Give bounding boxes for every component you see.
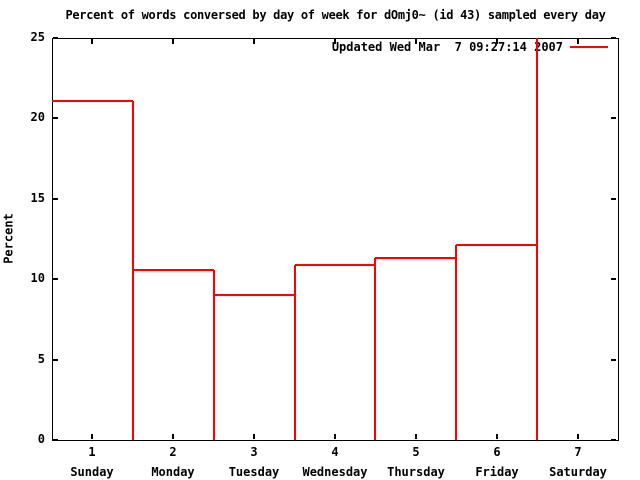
x-tick-mark-top: [577, 39, 579, 44]
y-tick-mark: [53, 117, 58, 119]
day-label: Tuesday: [228, 465, 280, 479]
step-segment-vertical: [536, 38, 538, 440]
y-tick-label: 25: [30, 30, 45, 44]
y-tick-mark-right: [611, 37, 616, 39]
y-tick-label: 10: [30, 271, 45, 285]
y-tick-mark-right: [611, 278, 616, 280]
day-label: Monday: [151, 465, 195, 479]
y-tick-mark-right: [611, 439, 616, 441]
x-tick-mark: [496, 434, 498, 439]
y-tick-label: 0: [37, 432, 45, 446]
y-tick-mark: [53, 359, 58, 361]
y-tick-label: 5: [37, 352, 45, 366]
step-segment-vertical: [213, 270, 215, 440]
day-label: Friday: [475, 465, 519, 479]
x-tick-mark-top: [334, 39, 336, 44]
y-tick-mark: [53, 198, 58, 200]
x-tick-label: 4: [331, 445, 339, 459]
x-tick-mark: [415, 434, 417, 439]
x-tick-mark: [253, 434, 255, 439]
y-tick-mark: [53, 439, 58, 441]
step-segment-vertical: [294, 265, 296, 440]
y-tick-label: 20: [30, 110, 45, 124]
step-segment-horizontal: [375, 257, 456, 259]
x-tick-label: 3: [250, 445, 258, 459]
step-segment-vertical: [455, 245, 457, 440]
step-segment-horizontal: [214, 294, 295, 296]
x-tick-mark: [334, 434, 336, 439]
x-tick-label: 7: [574, 445, 582, 459]
step-segment-vertical: [374, 258, 376, 440]
step-segment-horizontal: [52, 100, 133, 102]
x-tick-label: 6: [493, 445, 501, 459]
day-label: Sunday: [70, 465, 114, 479]
step-segment-horizontal: [456, 244, 537, 246]
step-segment-vertical: [132, 101, 134, 440]
day-label: Thursday: [387, 465, 445, 479]
x-tick-mark-top: [91, 39, 93, 44]
y-tick-mark-right: [611, 198, 616, 200]
chart-title: Percent of words conversed by day of wee…: [65, 8, 606, 22]
x-tick-mark: [577, 434, 579, 439]
x-tick-label: 1: [88, 445, 96, 459]
y-tick-mark: [53, 278, 58, 280]
step-segment-horizontal: [295, 264, 375, 266]
y-tick-label: 15: [30, 191, 45, 205]
x-tick-mark: [91, 434, 93, 439]
y-tick-mark-right: [611, 359, 616, 361]
legend-line-sample-icon: [570, 46, 608, 48]
x-tick-label: 5: [412, 445, 420, 459]
x-tick-label: 2: [169, 445, 177, 459]
day-label: Wednesday: [302, 465, 368, 479]
y-tick-mark: [53, 37, 58, 39]
step-segment-horizontal: [133, 269, 214, 271]
day-label: Saturday: [549, 465, 607, 479]
x-tick-mark-top: [496, 39, 498, 44]
x-tick-mark: [172, 434, 174, 439]
x-tick-mark-top: [253, 39, 255, 44]
plot-border: [52, 38, 619, 441]
x-tick-mark-top: [172, 39, 174, 44]
x-tick-mark-top: [415, 39, 417, 44]
legend-label: Updated Wed Mar 7 09:27:14 2007: [331, 40, 563, 54]
y-tick-mark-right: [611, 117, 616, 119]
